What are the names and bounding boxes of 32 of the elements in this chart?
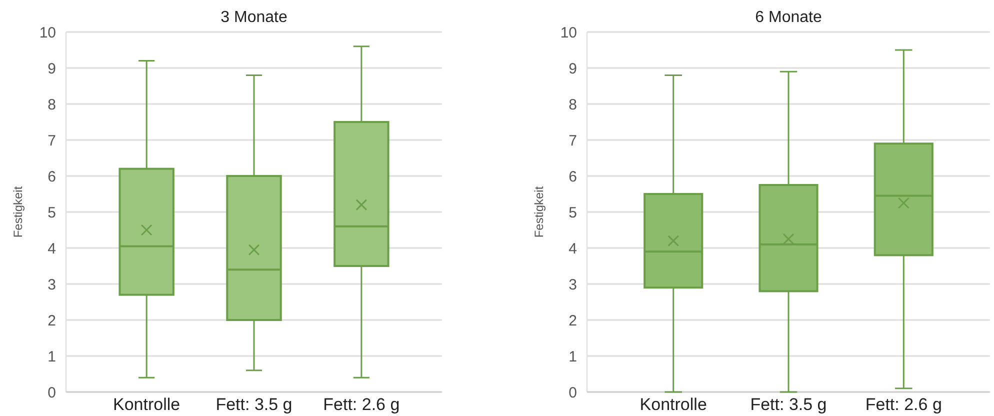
- chart-title: 3 Monate: [220, 9, 288, 26]
- x-tick-label: Fett: 3.5 g: [750, 395, 827, 414]
- y-tick-label: 10: [560, 24, 577, 42]
- y-tick-label: 0: [568, 384, 577, 402]
- y-tick-label: 0: [48, 384, 56, 402]
- y-tick-label: 2: [568, 312, 577, 330]
- y-tick-label: 8: [48, 96, 56, 114]
- y-tick-label: 4: [48, 240, 56, 258]
- x-tick-label: Fett: 3.5 g: [216, 395, 292, 414]
- y-tick-label: 3: [568, 276, 577, 294]
- y-tick-label: 4: [568, 240, 577, 258]
- y-tick-label: 3: [48, 276, 56, 294]
- y-tick-label: 6: [568, 168, 577, 186]
- y-tick-label: 8: [568, 96, 577, 114]
- y-tick-label: 10: [39, 24, 56, 42]
- y-tick-label: 6: [48, 168, 56, 186]
- y-tick-label: 5: [568, 204, 577, 222]
- y-tick-label: 5: [48, 204, 56, 222]
- y-tick-label: 1: [568, 348, 577, 366]
- x-tick-label: Fett: 2.6 g: [323, 395, 400, 414]
- x-tick-label: Kontrolle: [640, 395, 707, 414]
- y-tick-label: 9: [568, 60, 577, 78]
- x-tick-label: Kontrolle: [113, 395, 180, 414]
- y-tick-label: 2: [48, 312, 56, 330]
- y-tick-label: 7: [48, 132, 56, 150]
- y-tick-label: 9: [48, 60, 56, 78]
- chart-title: 6 Monate: [755, 9, 822, 26]
- y-axis-title: Festigkeit: [11, 186, 25, 238]
- y-tick-label: 1: [48, 348, 56, 366]
- x-tick-label: Fett: 2.6 g: [865, 395, 942, 414]
- y-axis-title: Festigkeit: [532, 186, 546, 238]
- y-tick-label: 7: [568, 132, 577, 150]
